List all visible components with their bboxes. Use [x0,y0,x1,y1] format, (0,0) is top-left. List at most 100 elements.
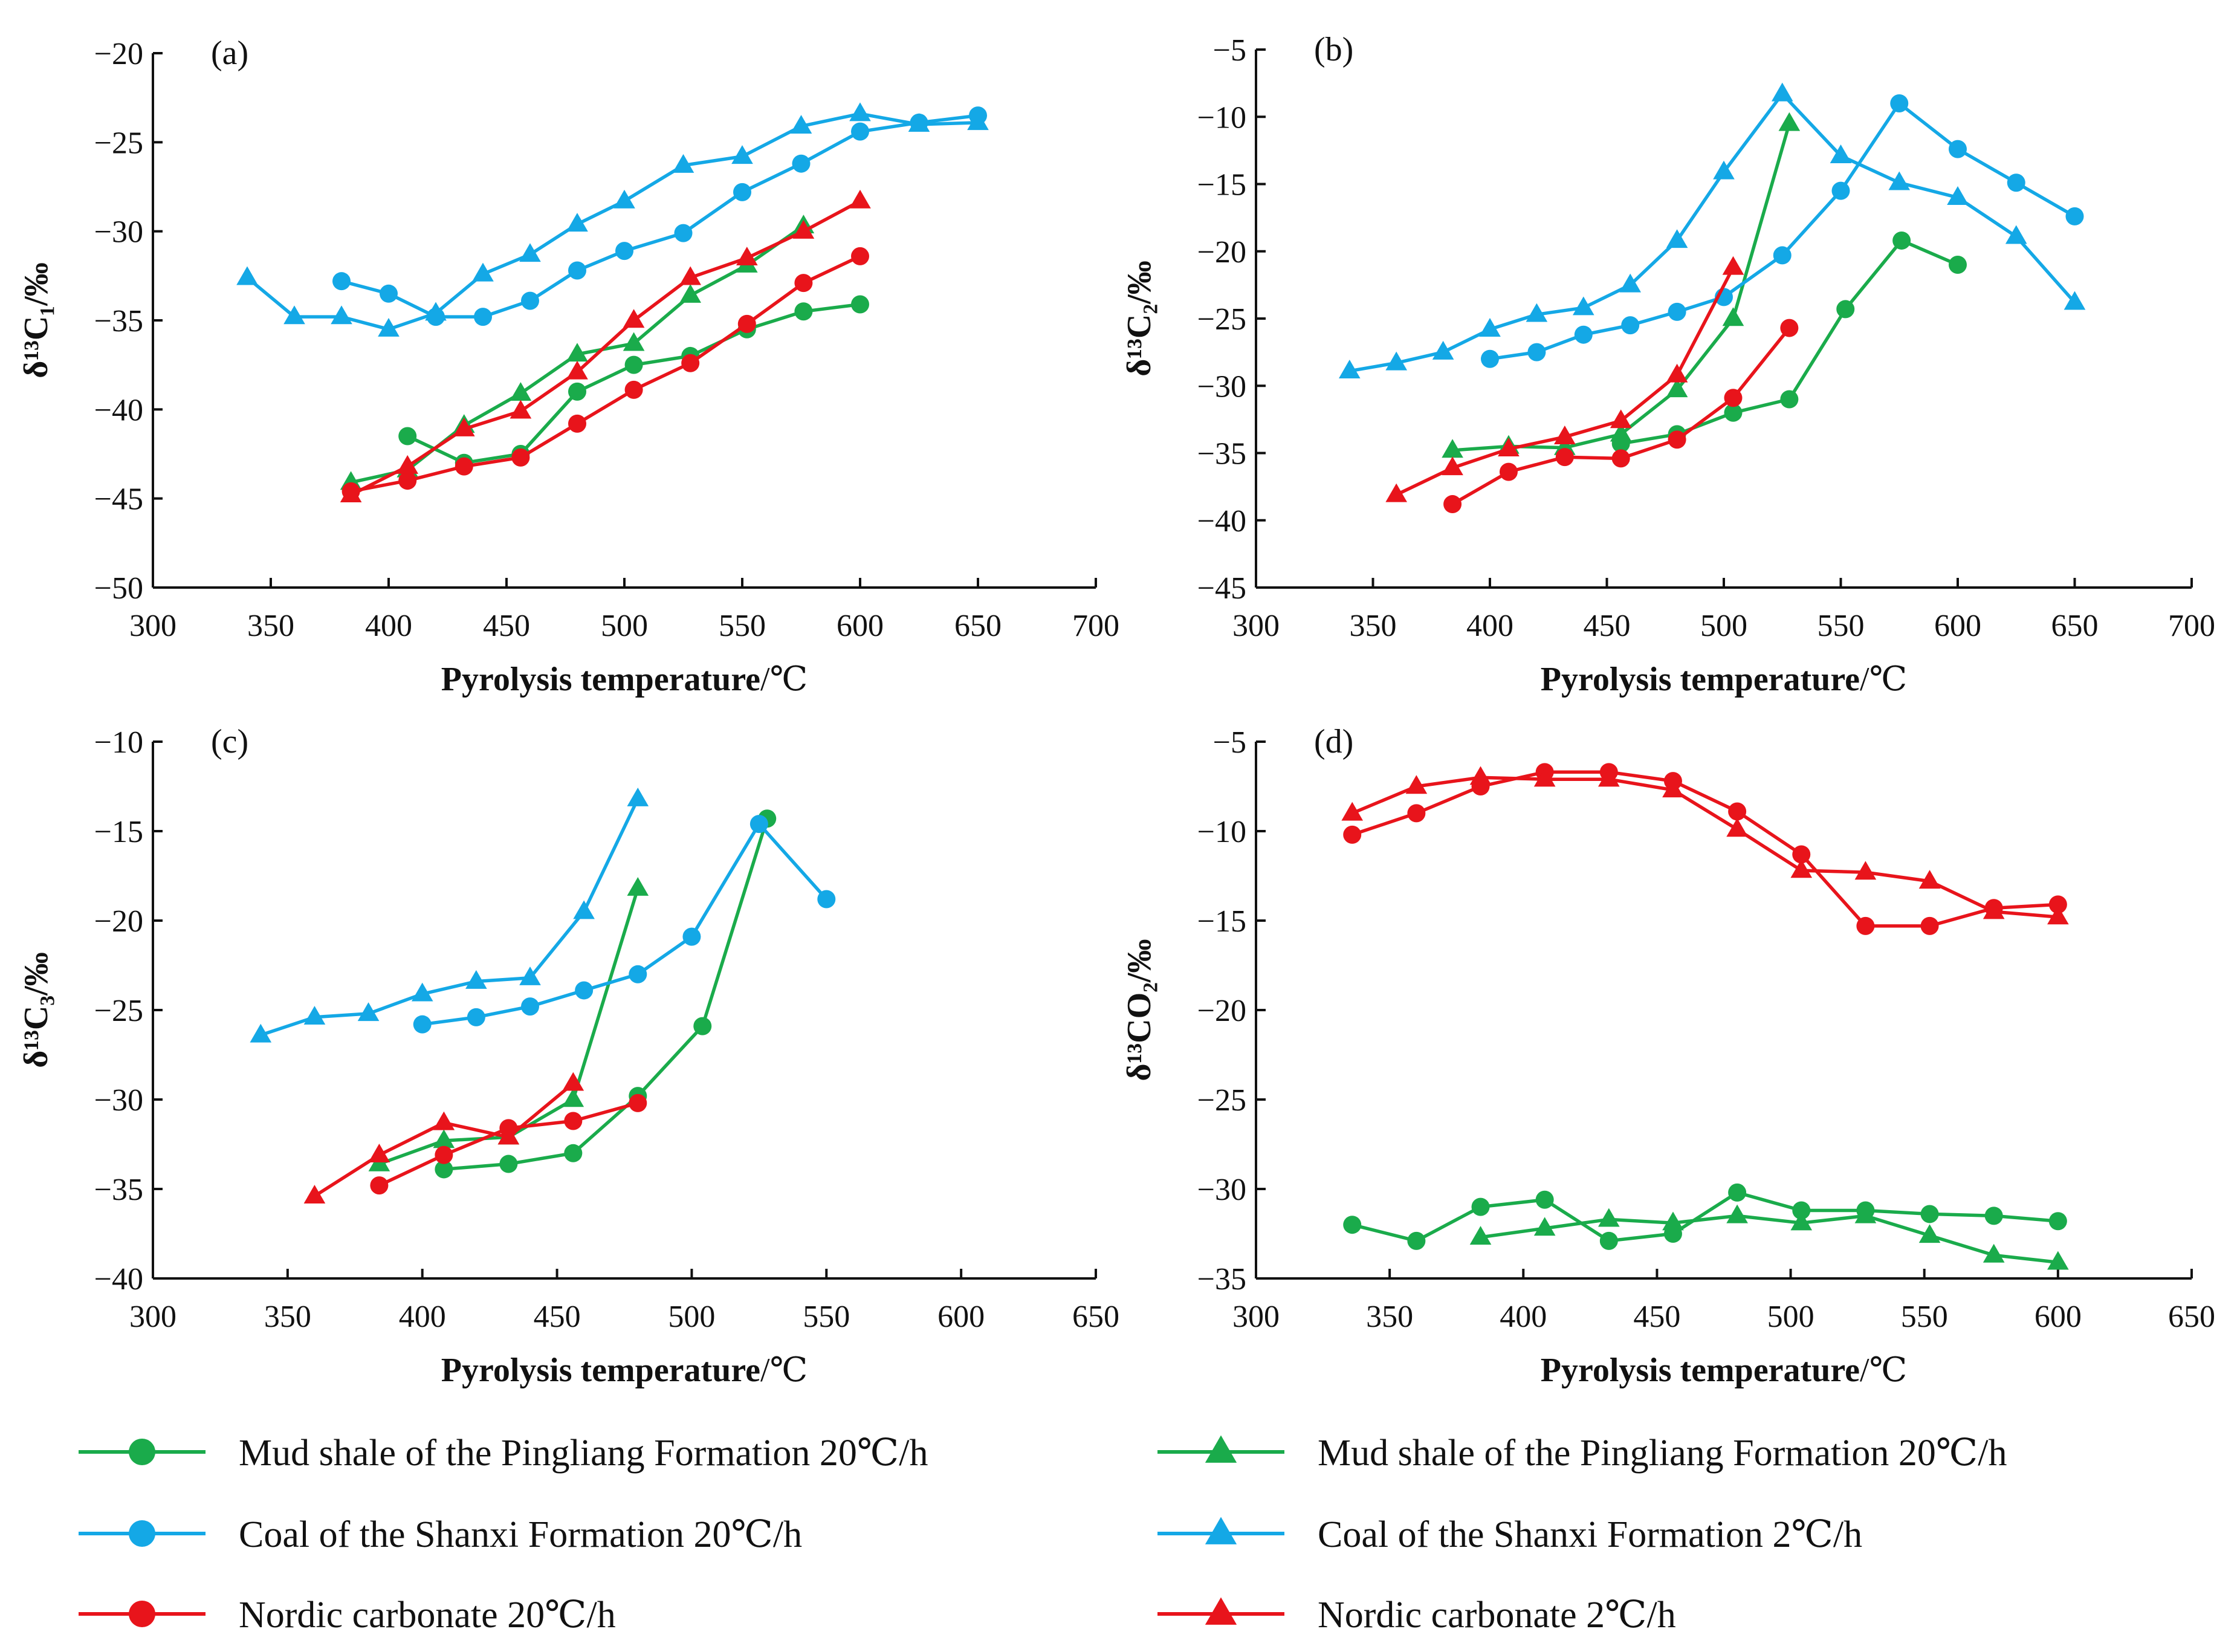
data-point [467,1008,485,1026]
legend-item: Mud shale of the Pingliang Formation 20℃… [79,1433,928,1474]
data-point [1666,229,1688,248]
x-tick-label: 650 [2051,609,2099,643]
x-tick-label: 300 [1232,1300,1280,1334]
data-point [1892,231,1911,250]
data-point [564,1112,583,1130]
y-tick-label: −40 [1197,504,1246,539]
y-tick-label: −5 [1213,33,1246,68]
x-tick-label: 300 [129,609,176,643]
data-point [562,1088,584,1107]
data-point [435,1145,453,1164]
legend-label: Coal of the Shanxi Formation 2℃/h [1318,1514,1862,1555]
legend-item: Coal of the Shanxi Formation 2℃/h [1157,1514,1862,1555]
data-point [568,382,586,401]
series-red-circle [370,1093,647,1195]
x-tick-label: 550 [719,609,766,643]
data-point [1790,859,1813,878]
legend-label: Coal of the Shanxi Formation 20℃/h [239,1514,802,1555]
data-point [682,927,701,946]
data-point [1535,1190,1554,1209]
data-point [679,266,702,285]
data-point [1918,1224,1941,1243]
data-point [1888,171,1911,190]
data-point [790,115,812,134]
data-point [1407,804,1426,823]
data-point [378,317,400,337]
x-tick-label: 600 [837,609,884,643]
data-point [2047,905,2069,925]
data-point [817,890,836,909]
data-point [303,1185,326,1204]
data-point [1341,802,1364,821]
data-point [2048,895,2067,914]
data-point [332,272,351,291]
data-point [1610,423,1632,442]
y-axis-title: δ¹³CO₂/‰ [1121,939,1158,1081]
data-point [1773,246,1792,265]
y-tick-label: −25 [94,126,143,160]
data-point [1724,389,1743,407]
data-point [1983,1243,2005,1263]
data-point [1836,300,1855,319]
data-point [1385,483,1408,502]
data-point [521,997,539,1016]
y-tick-label: −20 [1197,994,1246,1028]
data-point [368,1144,390,1162]
data-point [1498,438,1520,457]
legend-item: Nordic carbonate 20℃/h [79,1595,616,1636]
y-tick-label: −35 [94,304,143,338]
data-point [1713,160,1735,180]
y-tick-label: −30 [1197,1173,1246,1207]
x-tick-label: 500 [601,609,648,643]
data-point [564,1144,583,1162]
legend-label: Mud shale of the Pingliang Formation 20℃… [1318,1433,2007,1474]
panel-label: (c) [211,723,248,760]
y-tick-label: −35 [1197,1262,1246,1297]
y-tick-label: −30 [94,215,143,250]
chart-panel-1: 300 350 400 450 500 550 600 650 700 −20 −25 −30 −35 −… [18,34,1119,698]
y-tick-label: −35 [1197,437,1246,471]
x-axis-title: Pyrolysis temperature/℃ [441,661,808,698]
series-red-triangle [1341,766,2069,925]
data-point [1668,430,1686,449]
data-point [1533,768,1556,787]
data-point [397,455,419,474]
y-tick-label: −35 [94,1173,143,1207]
data-point [1610,409,1632,429]
y-tick-label: −15 [1197,904,1246,939]
data-point [1792,1201,1811,1220]
legend-marker [1205,1517,1237,1544]
data-point [510,382,532,401]
data-point [283,305,305,325]
data-point [370,1176,389,1195]
data-point [398,427,417,445]
data-point [497,1126,520,1145]
data-point [1499,462,1518,481]
data-point [794,274,813,293]
series-blue-circle [413,815,836,1034]
series-blue-triangle [250,787,649,1043]
data-point [1920,916,1939,935]
data-point [1599,1231,1618,1250]
panel-label: (a) [211,34,248,72]
x-tick-label: 400 [365,609,412,643]
y-axis-title: δ¹³C₃/‰ [18,952,55,1067]
series-line [351,254,861,493]
x-tick-label: 400 [399,1300,446,1334]
legend-marker [129,1520,155,1547]
data-point [303,1006,326,1025]
x-tick-label: 600 [2034,1300,2082,1334]
y-tick-label: −45 [1197,571,1246,606]
series-blue-triangle [1338,82,2086,378]
chart-panel-2: 300 350 400 450 500 550 600 650 700 −5 −10 −15 −20 −2… [1121,31,2215,698]
x-tick-label: 450 [534,1300,581,1334]
data-point [1792,845,1811,864]
panel-label: (d) [1314,723,1353,760]
series-line [1489,102,2076,361]
series-line [1351,1191,2059,1243]
y-tick-label: −25 [1197,1083,1246,1118]
y-axis-title: δ¹³C₂/‰ [1121,261,1158,376]
x-tick-label: 650 [954,609,1002,643]
data-point [1442,456,1463,476]
